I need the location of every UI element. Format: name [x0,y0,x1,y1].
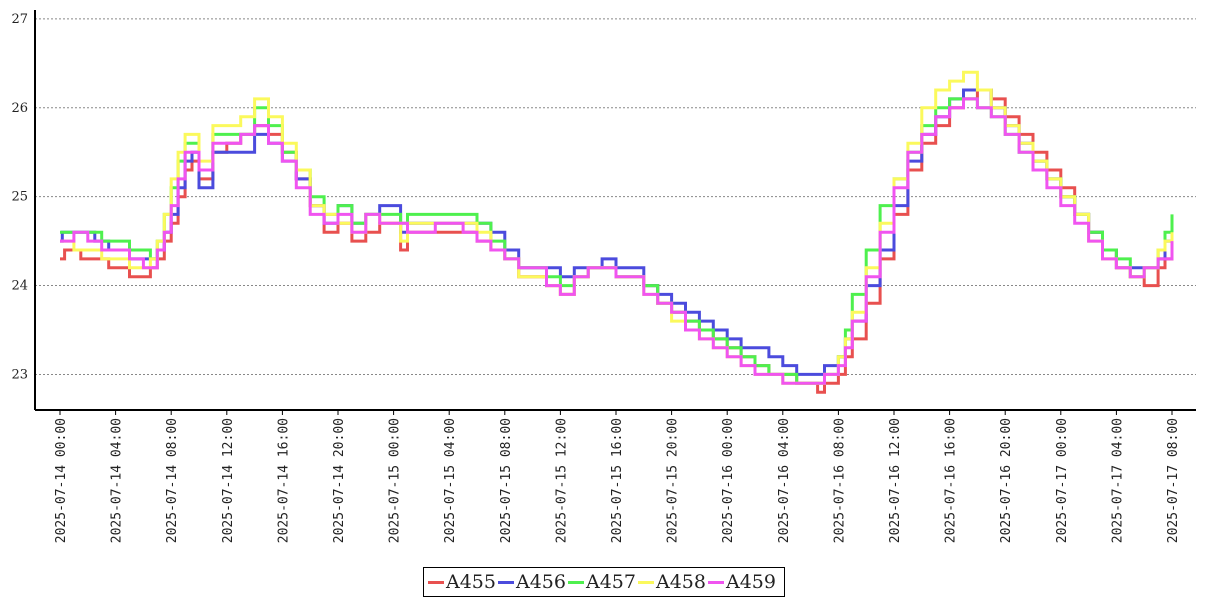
series-line-a457 [60,97,1174,385]
legend-item-a457: A457 [568,571,636,593]
y-tick-labels: 23 24 25 26 27 [11,12,28,383]
series-lines [60,70,1174,394]
x-tick-label: 2025-07-15 12:00 [554,418,569,543]
axes [34,10,1196,411]
legend-label: A459 [726,571,776,593]
x-tick-label: 2025-07-16 08:00 [832,418,847,543]
legend-label: A456 [516,571,566,593]
legend-label: A458 [656,571,706,593]
x-tick-label: 2025-07-14 00:00 [54,418,69,543]
x-tick-labels: 2025-07-14 00:00 2025-07-14 04:00 2025-07-… [54,410,1181,543]
x-tick-label: 2025-07-17 00:00 [1055,418,1070,543]
x-tick-label: 2025-07-17 08:00 [1166,418,1181,543]
x-tick-label: 2025-07-16 20:00 [999,418,1014,543]
legend-swatch [638,580,654,584]
legend-item-a455: A455 [428,571,496,593]
x-tick-label: 2025-07-15 08:00 [499,418,514,543]
x-tick-label: 2025-07-14 04:00 [110,418,125,543]
x-tick-label: 2025-07-14 12:00 [221,418,236,543]
x-tick-label: 2025-07-14 20:00 [332,418,347,543]
series-line-a459 [60,97,1174,385]
y-tick-label: 26 [11,101,28,116]
x-tick-label: 2025-07-16 12:00 [888,418,903,543]
legend-label: A455 [446,571,496,593]
gridlines [35,18,1196,375]
legend-item-a459: A459 [708,571,776,593]
x-tick-label: 2025-07-16 04:00 [777,418,792,543]
legend-label: A457 [586,571,636,593]
x-tick-label: 2025-07-14 16:00 [276,418,291,543]
y-tick-label: 23 [11,367,28,382]
x-tick-label: 2025-07-15 04:00 [443,418,458,543]
legend-item-a456: A456 [498,571,566,593]
x-tick-label: 2025-07-15 20:00 [666,418,681,543]
x-tick-label: 2025-07-16 16:00 [944,418,959,543]
y-tick-label: 25 [11,190,28,205]
y-tick-label: 24 [11,279,28,294]
x-tick-label: 2025-07-14 08:00 [165,418,180,543]
x-tick-label: 2025-07-15 00:00 [388,418,403,543]
x-tick-label: 2025-07-16 00:00 [721,418,736,543]
x-tick-label: 2025-07-17 04:00 [1110,418,1125,543]
legend-swatch [428,580,444,584]
legend-swatch [708,580,724,584]
legend-item-a458: A458 [638,571,706,593]
legend: A455 A456 A457 A458 A459 [423,567,785,597]
legend-swatch [498,580,514,584]
x-tick-label: 2025-07-15 16:00 [610,418,625,543]
y-tick-label: 27 [11,12,28,27]
legend-swatch [568,580,584,584]
